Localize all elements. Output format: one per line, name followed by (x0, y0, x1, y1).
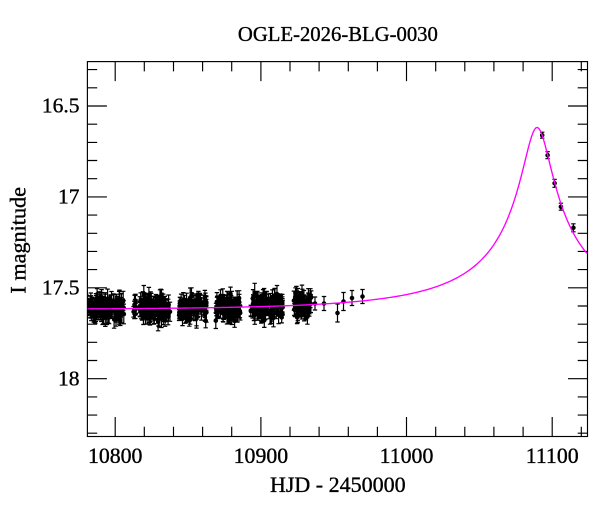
svg-text:11000: 11000 (380, 444, 434, 468)
svg-text:10900: 10900 (234, 444, 289, 468)
svg-text:I magnitude: I magnitude (5, 187, 30, 294)
svg-text:18: 18 (58, 366, 80, 390)
svg-text:17.5: 17.5 (42, 275, 80, 299)
svg-text:16.5: 16.5 (42, 94, 80, 118)
svg-text:11100: 11100 (526, 444, 579, 468)
svg-text:OGLE-2026-BLG-0030: OGLE-2026-BLG-0030 (238, 24, 438, 46)
svg-text:17: 17 (58, 185, 80, 209)
svg-text:HJD - 2450000: HJD - 2450000 (270, 472, 406, 497)
svg-text:10800: 10800 (88, 444, 143, 468)
